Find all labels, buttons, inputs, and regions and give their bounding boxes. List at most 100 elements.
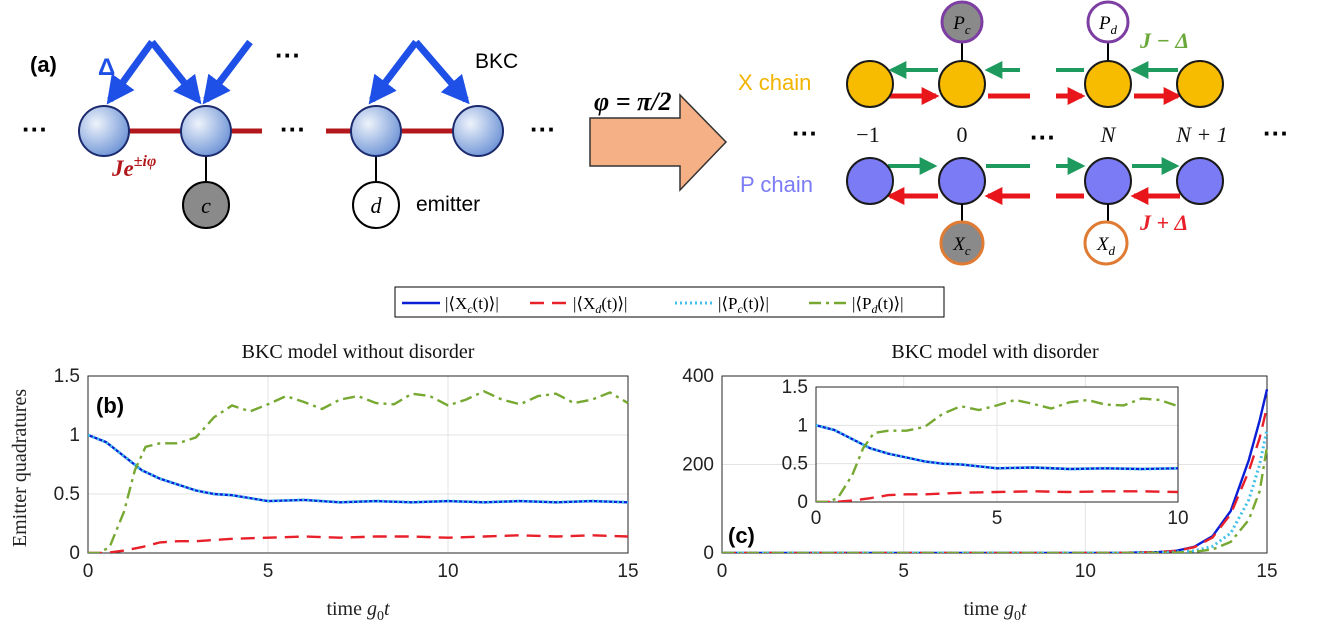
emitter-Xd-label: Xd: [1096, 234, 1116, 258]
ellipsis: ···: [530, 114, 556, 144]
series-line: [722, 428, 1269, 553]
drive-arrow: [413, 39, 470, 105]
emitter-Pd: [1086, 0, 1130, 44]
cavity-site: [180, 105, 232, 157]
series-line: [816, 423, 1179, 471]
drive-arrow: [202, 39, 253, 105]
panel-c: BKC model with disorder time g0t 0 5 10 150…: [682, 341, 1277, 624]
emitter-word: emitter: [416, 193, 480, 216]
transform-label: φ = π/2: [594, 87, 671, 116]
series-line: [88, 433, 629, 504]
drive-arrow: [368, 39, 419, 105]
y-tick-label: 0.5: [782, 454, 808, 475]
drive-arrow: [106, 39, 155, 105]
y-tick-label: 1.5: [782, 377, 808, 398]
emitter-Xc: [939, 220, 985, 266]
x-axis-label: time g0t: [326, 598, 390, 624]
x-chain-label: X chain: [738, 70, 811, 95]
legend-label: |⟨Pd(t)⟩|: [852, 294, 904, 316]
p-site: [1176, 157, 1224, 205]
panel-label-a: (a): [30, 52, 57, 77]
y-tick-label: 1: [797, 415, 808, 436]
legend-label: |⟨Xd(t)⟩|: [573, 294, 627, 316]
emitter-c: [182, 181, 230, 229]
series-line: [88, 534, 629, 553]
series-line: [722, 446, 1269, 553]
x-tick-label: 0: [83, 561, 94, 582]
y-tick-label: 200: [682, 455, 714, 476]
x-tick-label: 10: [1167, 508, 1188, 529]
legend-label: |⟨Xc(t)⟩|: [445, 294, 499, 316]
delta-label: Δ: [98, 54, 115, 81]
panel-label-b: (b): [96, 393, 124, 418]
emitter-d-label: d: [371, 193, 383, 218]
x-tick-label: 10: [1075, 561, 1096, 582]
plot-area: [88, 376, 628, 553]
emitter-Pd-label: Pd: [1098, 13, 1118, 37]
emitter-Pc: [940, 0, 984, 44]
legend-label: |⟨Pc(t)⟩|: [718, 294, 769, 316]
x-site: [1084, 60, 1132, 108]
bkc-label: BKC: [475, 50, 518, 73]
x-tick-label: 0: [717, 561, 728, 582]
big-arrow: [589, 93, 728, 192]
series-line: [88, 389, 629, 553]
y-tick-label: 0: [69, 543, 80, 564]
x-tick-label: 5: [992, 508, 1003, 529]
x-tick-label: 15: [1256, 561, 1277, 582]
emitter-Xc-label: Xc: [952, 234, 971, 258]
x-site: [938, 60, 986, 108]
panel-label-c: (c): [728, 523, 755, 548]
y-tick-label: 0: [797, 492, 808, 513]
transform-arrow: φ = π/2: [589, 87, 728, 192]
y-axis-label: Emitter quadratures: [9, 389, 31, 547]
ellipsis: ···: [792, 118, 818, 148]
hopping-label: Je±iφ: [111, 153, 156, 181]
emitter-Pc-label: Pc: [952, 13, 971, 37]
emitter-d: [352, 181, 400, 229]
ellipsis: ···: [280, 114, 306, 144]
x-tick-label: 5: [898, 561, 909, 582]
ellipsis: ···: [275, 40, 301, 70]
panel-b: BKC model without disorder Emitter quadr…: [9, 341, 639, 624]
ellipsis: ···: [22, 114, 48, 144]
plot-frame: [87, 375, 629, 554]
y-tick-label: 1.5: [54, 366, 80, 387]
emitter-c-label: c: [201, 193, 211, 218]
diagram-right: X chain P chain Pc Pd J − Δ −1 0 N N + 1…: [738, 0, 1289, 266]
ellipsis: ···: [1030, 122, 1056, 152]
J-plus-label: J + Δ: [1139, 210, 1188, 235]
legend: |⟨Xc(t)⟩| |⟨Xd(t)⟩| |⟨Pc(t)⟩| |⟨Pd(t)⟩|: [394, 286, 945, 318]
y-tick-label: 0.5: [54, 484, 80, 505]
site-label: N: [1100, 122, 1117, 147]
x-tick-label: 10: [437, 561, 458, 582]
cavity-site: [78, 105, 130, 157]
x-site: [1176, 60, 1224, 108]
chart-title: BKC model without disorder: [242, 341, 475, 363]
y-tick-label: 0: [703, 543, 714, 564]
y-tick-label: 1: [69, 425, 80, 446]
diagram-a: (a) Δ BKC c d emitter Je±iφ ··· ··· ·: [22, 39, 556, 229]
p-site: [846, 157, 894, 205]
x-site: [846, 60, 894, 108]
p-chain-label: P chain: [740, 172, 813, 197]
p-site: [1084, 157, 1132, 205]
J-minus-label: J − Δ: [1139, 28, 1189, 53]
chart-title: BKC model with disorder: [891, 341, 1099, 363]
series-line: [816, 397, 1179, 502]
cavity-site: [350, 105, 402, 157]
p-site: [938, 157, 986, 205]
drive-arrow: [149, 39, 202, 105]
cavity-site: [452, 105, 504, 157]
site-label: 0: [957, 122, 968, 147]
x-tick-label: 15: [617, 561, 638, 582]
y-tick-label: 400: [682, 366, 714, 387]
site-label: N + 1: [1175, 122, 1228, 147]
emitter-Xd: [1083, 220, 1129, 266]
site-label: −1: [856, 122, 879, 147]
x-axis-label: time g0t: [963, 598, 1027, 624]
series-line: [722, 406, 1269, 553]
legend-box: [394, 286, 945, 318]
